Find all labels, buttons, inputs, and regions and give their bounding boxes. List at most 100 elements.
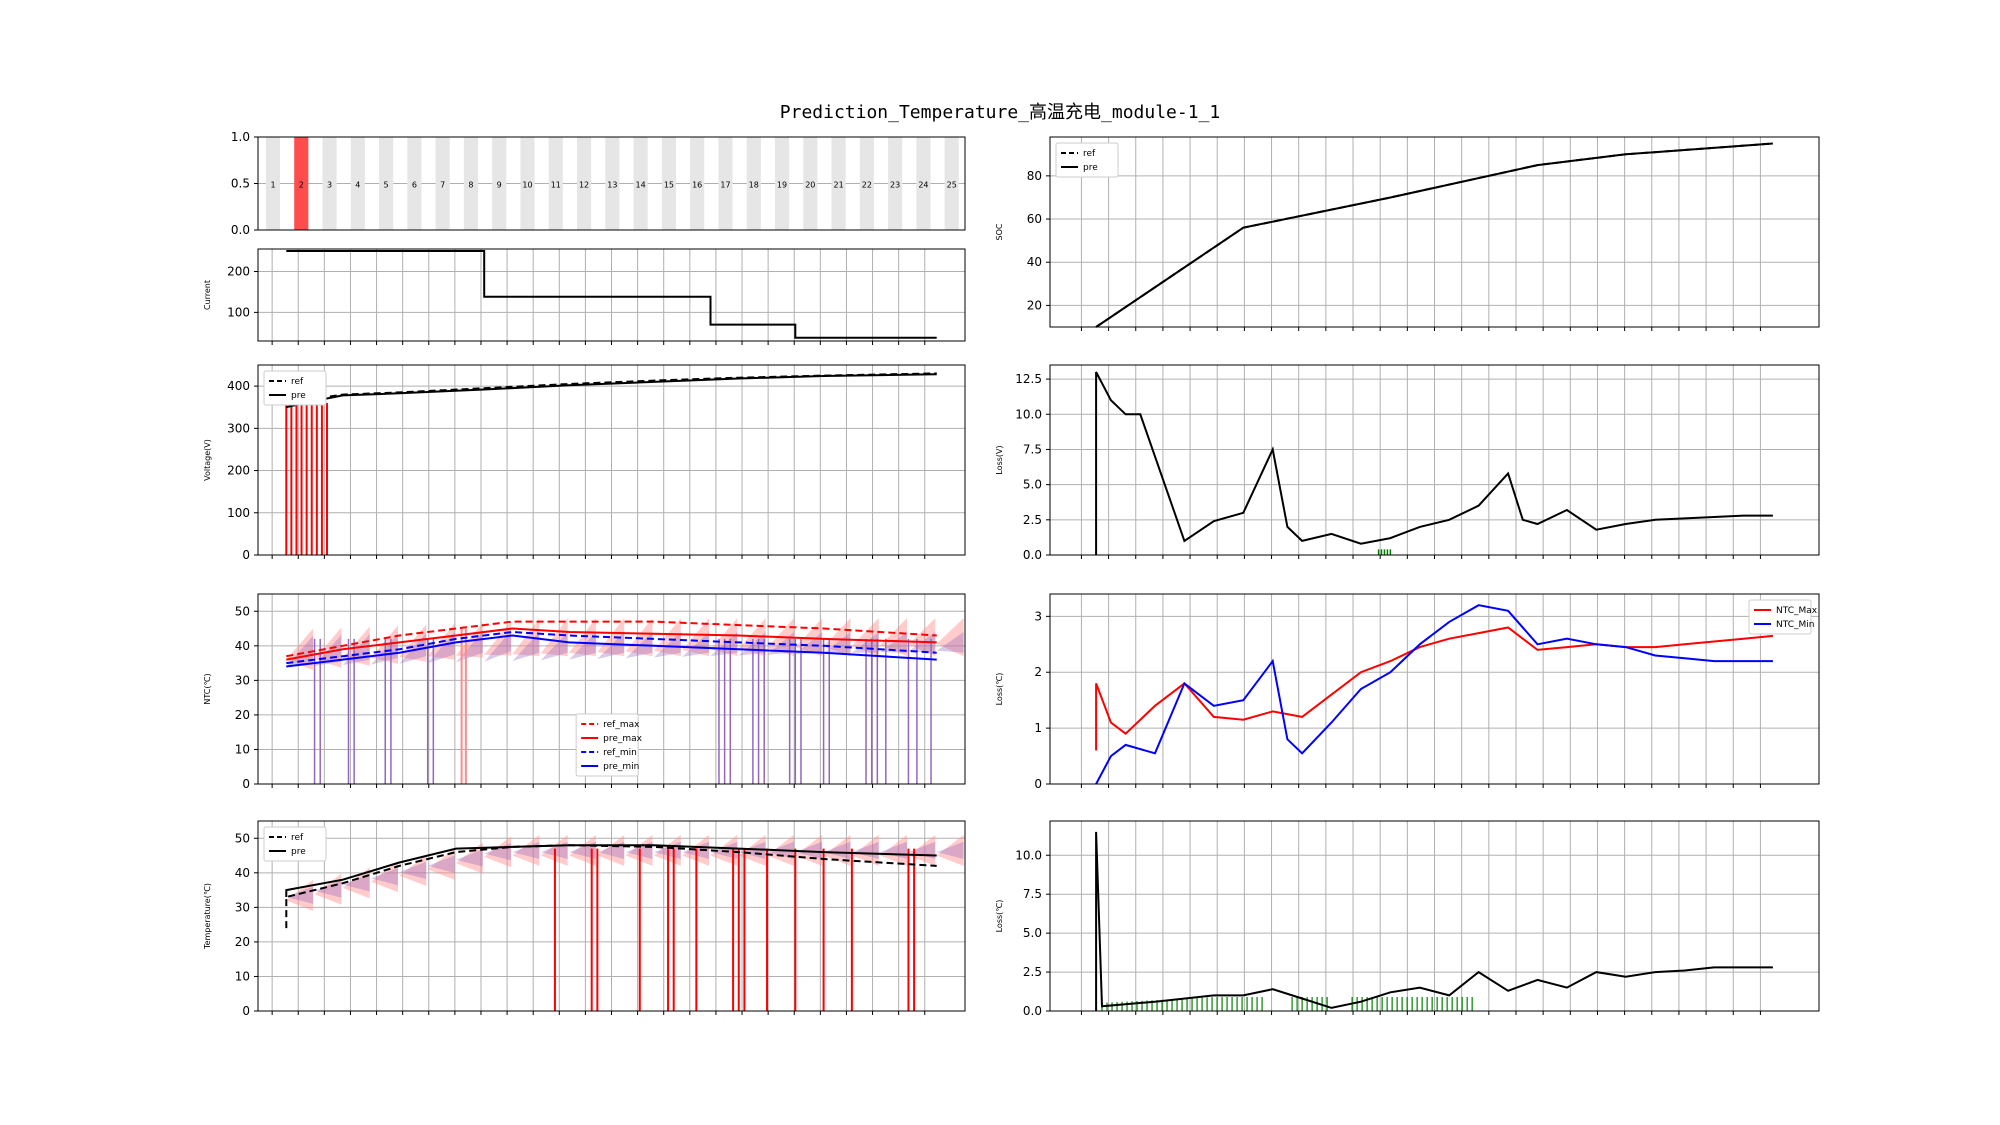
step-bar bbox=[916, 137, 931, 230]
uncertainty-band bbox=[512, 632, 540, 662]
step-bar bbox=[774, 137, 790, 230]
uncertainty-band bbox=[484, 836, 512, 868]
y-axis-label: Loss(V) bbox=[995, 445, 1004, 474]
step-label: 15 bbox=[664, 181, 674, 190]
step-bar bbox=[548, 137, 563, 230]
y-tick-label: 1.0 bbox=[231, 130, 250, 144]
y-tick-label: 1 bbox=[1034, 721, 1042, 735]
y-tick-label: 7.5 bbox=[1023, 887, 1042, 901]
uncertainty-band bbox=[880, 618, 908, 657]
uncertainty-band bbox=[427, 848, 455, 880]
series-line-NTC_Min bbox=[1095, 604, 1773, 785]
uncertainty-band bbox=[399, 854, 427, 886]
y-tick-label: 0.5 bbox=[231, 177, 250, 191]
uncertainty-band bbox=[342, 867, 370, 899]
y-tick-label: 2.5 bbox=[1023, 513, 1042, 527]
step-label: 2 bbox=[299, 181, 304, 190]
step-bar bbox=[463, 137, 479, 230]
y-tick-label: 40 bbox=[1027, 255, 1042, 269]
uncertainty-band bbox=[286, 886, 314, 904]
legend-label: ref_min bbox=[603, 748, 637, 758]
uncertainty-band bbox=[597, 632, 625, 659]
series-line-value bbox=[286, 250, 937, 339]
series-line-ref_min bbox=[286, 630, 937, 665]
step-label: 21 bbox=[833, 181, 843, 190]
step-label: 16 bbox=[692, 181, 702, 190]
axes-frame bbox=[257, 136, 966, 231]
axes-frame bbox=[257, 364, 966, 556]
step-bar bbox=[407, 137, 422, 230]
uncertainty-band bbox=[880, 834, 908, 866]
step-label: 13 bbox=[607, 181, 617, 190]
step-bar bbox=[690, 137, 705, 230]
series-line-pre_max bbox=[286, 627, 937, 661]
uncertainty-band bbox=[823, 618, 851, 657]
axes-frame bbox=[1049, 136, 1820, 328]
series-line-value bbox=[1095, 831, 1773, 1011]
y-tick-label: 200 bbox=[227, 264, 250, 278]
step-label: 14 bbox=[636, 181, 646, 190]
y-tick-label: 7.5 bbox=[1023, 442, 1042, 456]
series-line-NTC_Max bbox=[1095, 626, 1773, 751]
uncertainty-band bbox=[569, 618, 596, 657]
y-tick-label: 20 bbox=[235, 935, 250, 949]
uncertainty-band bbox=[399, 632, 427, 664]
step-bar bbox=[350, 137, 365, 230]
legend-label: NTC_Min bbox=[1776, 620, 1814, 630]
uncertainty-band bbox=[455, 631, 483, 663]
y-axis-label: Voltage(V) bbox=[203, 439, 212, 481]
step-bar bbox=[831, 137, 846, 230]
uncertainty-band bbox=[936, 618, 964, 657]
uncertainty-band bbox=[738, 834, 766, 866]
series-line-ref bbox=[285, 844, 937, 929]
uncertainty-band bbox=[908, 618, 936, 657]
uncertainty-band bbox=[936, 632, 964, 653]
step-bar bbox=[605, 137, 620, 230]
step-bar bbox=[294, 137, 309, 230]
uncertainty-band bbox=[597, 618, 625, 657]
y-tick-label: 3 bbox=[1034, 609, 1042, 623]
step-label: 7 bbox=[440, 181, 445, 190]
axes-frame bbox=[257, 593, 966, 785]
step-label: 10 bbox=[522, 181, 532, 190]
y-tick-label: 10 bbox=[235, 742, 250, 756]
axes-frame bbox=[257, 248, 966, 342]
y-axis-label: NTC(℃) bbox=[203, 673, 212, 704]
subplot-loss_ntc: 0 1 2 3 Loss(℃) NTC_Max NTC_Min bbox=[995, 593, 1820, 791]
subplot-ntc: 0 10 20 30 40 50 NTC(℃) ref_max pre_max ref_minpr… bbox=[203, 593, 966, 791]
step-bar bbox=[803, 137, 818, 230]
y-tick-label: 10.0 bbox=[1015, 407, 1042, 421]
subplot-loss_v: 0.0 2.5 5.0 7.5 10.0 12.5 Loss(V) bbox=[995, 364, 1820, 562]
legend-box bbox=[263, 370, 327, 406]
step-bar bbox=[661, 137, 676, 230]
step-bar bbox=[435, 137, 450, 230]
uncertainty-band bbox=[540, 618, 568, 657]
step-label: 5 bbox=[384, 181, 389, 190]
series-line-ref_max bbox=[286, 620, 937, 658]
step-label: 11 bbox=[551, 181, 561, 190]
legend-box bbox=[1055, 142, 1119, 178]
legend-label: pre_min bbox=[603, 762, 639, 772]
y-tick-label: 20 bbox=[1027, 298, 1042, 312]
uncertainty-band bbox=[286, 879, 314, 911]
step-bar bbox=[322, 137, 337, 230]
y-tick-label: 100 bbox=[227, 506, 250, 520]
y-tick-label: 2 bbox=[1034, 665, 1042, 679]
step-bar bbox=[859, 137, 874, 230]
axes-frame bbox=[1049, 820, 1820, 1012]
step-bar bbox=[944, 137, 959, 230]
step-label: 8 bbox=[468, 181, 473, 190]
step-bar bbox=[718, 137, 733, 230]
legend-box bbox=[1748, 599, 1812, 635]
subplot-current: 100 200 Current bbox=[203, 248, 966, 345]
step-label: 17 bbox=[720, 181, 730, 190]
subplot-temperature: 0 10 20 30 40 50 Temperature(℃) ref pre bbox=[203, 820, 966, 1018]
y-tick-label: 0 bbox=[242, 777, 250, 791]
step-label: 19 bbox=[777, 181, 787, 190]
y-tick-label: 300 bbox=[227, 421, 250, 435]
y-axis-label: Current bbox=[203, 280, 212, 310]
uncertainty-band bbox=[427, 855, 455, 873]
legend-label: pre bbox=[1083, 163, 1098, 173]
step-label: 23 bbox=[890, 181, 900, 190]
y-tick-label: 80 bbox=[1027, 169, 1042, 183]
